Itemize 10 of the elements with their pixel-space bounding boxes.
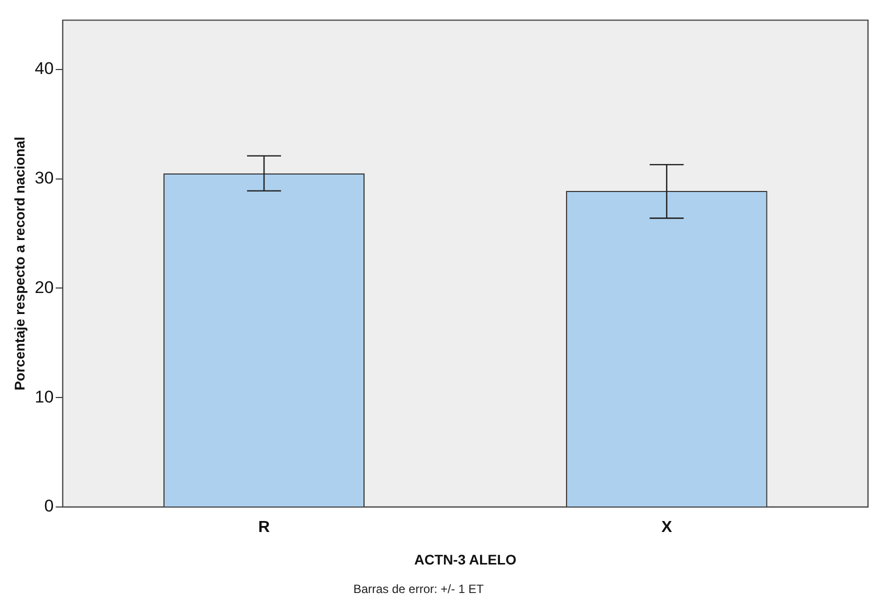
y-axis-title: Porcentaje respecto a record nacional bbox=[11, 136, 28, 390]
x-tick-label: X bbox=[661, 519, 672, 536]
x-axis-title: ACTN-3 ALELO bbox=[414, 551, 517, 568]
y-tick-label: 40 bbox=[34, 59, 54, 78]
x-tick-label: R bbox=[258, 519, 270, 536]
y-tick-label: 0 bbox=[44, 496, 54, 516]
text: Barras de error: +/- 1 ET bbox=[353, 582, 484, 596]
y-tick-label: 10 bbox=[34, 387, 54, 406]
y-tick-label: 30 bbox=[34, 168, 54, 188]
y-tick-label: 20 bbox=[34, 278, 54, 297]
